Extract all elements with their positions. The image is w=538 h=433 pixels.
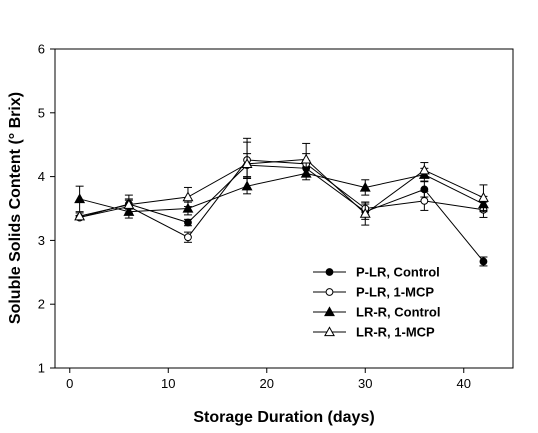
series-line xyxy=(79,172,484,213)
data-point xyxy=(359,181,371,192)
legend-marker xyxy=(324,326,335,337)
legend-item: LR-R, Control xyxy=(313,305,440,320)
data-point xyxy=(74,210,86,221)
series-line xyxy=(79,164,484,262)
legend: P-LR, Control P-LR, 1-MCP LR-R, Control LR-… xyxy=(313,265,440,340)
data-point xyxy=(359,207,371,218)
data-point xyxy=(420,196,429,205)
data-point xyxy=(478,192,489,202)
data-point xyxy=(184,233,192,242)
y-tick-label: 3 xyxy=(38,233,45,248)
legend-label: LR-R, Control xyxy=(356,305,440,320)
y-tick-label: 1 xyxy=(38,361,45,376)
x-tick-label: 40 xyxy=(457,376,471,391)
legend-label: P-LR, 1-MCP xyxy=(356,285,434,300)
y-axis-title: Soluble Solids Content (° Brix) xyxy=(7,92,24,324)
legend-item: LR-R, 1-MCP xyxy=(313,325,435,340)
y-tick-label: 4 xyxy=(38,169,45,184)
data-point xyxy=(184,218,192,227)
series-line xyxy=(79,158,484,217)
data-point xyxy=(300,153,312,164)
series-4 xyxy=(74,137,489,226)
y-tick-label: 6 xyxy=(38,42,45,57)
data-point xyxy=(182,202,194,213)
x-tick-label: 20 xyxy=(260,376,274,391)
data-point xyxy=(123,199,135,209)
legend-marker xyxy=(325,268,334,276)
data-point xyxy=(74,193,86,204)
data-point xyxy=(241,158,253,169)
legend-label: LR-R, 1-MCP xyxy=(356,325,435,340)
plot-frame xyxy=(54,48,514,369)
data-point xyxy=(182,191,194,202)
x-tick-label: 10 xyxy=(161,376,175,391)
data-point xyxy=(479,257,488,266)
legend-marker xyxy=(324,306,335,317)
legend-item: P-LR, Control xyxy=(313,265,440,280)
legend-marker xyxy=(325,288,334,296)
x-tick-label: 0 xyxy=(66,376,73,391)
x-axis-title: Storage Duration (days) xyxy=(193,409,374,426)
y-tick-label: 5 xyxy=(38,105,45,120)
legend-item: P-LR, 1-MCP xyxy=(313,285,434,300)
y-tick-label: 2 xyxy=(38,297,45,312)
data-point xyxy=(418,164,430,175)
legend-label: P-LR, Control xyxy=(356,265,440,280)
x-tick-label: 30 xyxy=(358,376,372,391)
